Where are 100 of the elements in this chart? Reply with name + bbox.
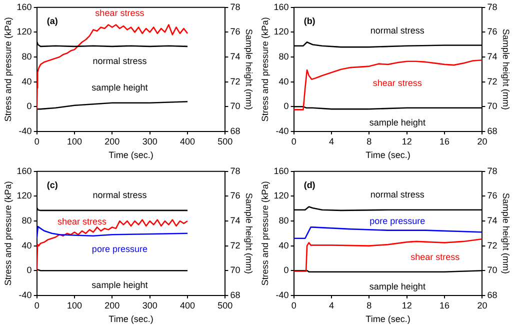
y2-tick-label: 70 bbox=[487, 101, 498, 112]
y2-tick-label: 72 bbox=[230, 240, 240, 250]
x-tick-label: 20 bbox=[477, 300, 488, 310]
x-tick-label: 8 bbox=[366, 300, 372, 310]
series-label: shear stress bbox=[95, 8, 145, 18]
y-tick-label: 120 bbox=[274, 26, 289, 37]
x-axis-title: Time (sec.) bbox=[366, 150, 410, 160]
y-tick-label: 160 bbox=[274, 166, 289, 176]
series-label: shear stress bbox=[58, 216, 108, 226]
x-tick-label: 16 bbox=[440, 136, 450, 146]
y2-axis-title: Sample height (mm) bbox=[501, 28, 512, 110]
y2-tick-label: 68 bbox=[230, 290, 240, 300]
y2-tick-label: 72 bbox=[487, 76, 498, 86]
y-tick-label: 160 bbox=[16, 166, 32, 176]
x-tick-label: 12 bbox=[402, 136, 412, 146]
y-tick-label: 0 bbox=[26, 101, 32, 112]
x-tick-label: 4 bbox=[328, 300, 334, 310]
y-tick-label: 80 bbox=[22, 215, 32, 226]
y-tick-label: 80 bbox=[22, 51, 32, 62]
x-tick-label: 200 bbox=[104, 136, 120, 146]
y2-tick-label: 78 bbox=[487, 2, 498, 12]
x-tick-label: 500 bbox=[218, 300, 233, 310]
y2-tick-label: 68 bbox=[487, 126, 498, 136]
y-tick-label: -40 bbox=[18, 126, 32, 136]
y-tick-label: 0 bbox=[284, 265, 289, 276]
x-axis-title: Time (sec.) bbox=[366, 314, 410, 324]
y-axis-title: Stress and pressure (kPa) bbox=[260, 17, 270, 122]
y-tick-label: 160 bbox=[16, 2, 32, 12]
series-label: pore pressure bbox=[92, 244, 148, 254]
series-label: normal stress bbox=[370, 25, 425, 36]
y2-tick-label: 74 bbox=[230, 51, 240, 62]
y-tick-label: 80 bbox=[278, 51, 289, 62]
x-tick-label: 400 bbox=[180, 136, 196, 146]
y-tick-label: -40 bbox=[276, 126, 289, 136]
y2-axis-title: Sample height (mm) bbox=[244, 192, 254, 274]
y2-tick-label: 76 bbox=[230, 26, 240, 37]
y-tick-label: 120 bbox=[16, 26, 32, 37]
y-tick-label: 80 bbox=[278, 215, 289, 226]
y2-tick-label: 68 bbox=[230, 126, 240, 136]
series-label: sample height bbox=[92, 82, 148, 92]
text: (c) bbox=[46, 180, 58, 190]
y-tick-label: 120 bbox=[274, 190, 289, 201]
y-axis-title: Stress and pressure (kPa) bbox=[2, 17, 13, 122]
y2-tick-label: 76 bbox=[487, 190, 498, 201]
y2-axis-title: Sample height (mm) bbox=[501, 192, 512, 274]
series-label: shear stress bbox=[372, 78, 422, 88]
y-tick-label: -40 bbox=[276, 290, 289, 300]
y2-tick-label: 78 bbox=[230, 2, 240, 12]
x-tick-label: 100 bbox=[66, 136, 82, 146]
y2-tick-label: 72 bbox=[487, 240, 498, 250]
x-tick-label: 0 bbox=[291, 300, 296, 310]
y-tick-label: 40 bbox=[278, 240, 289, 250]
y-tick-label: 40 bbox=[278, 76, 289, 86]
series-label: pore pressure bbox=[370, 216, 426, 226]
y2-tick-label: 74 bbox=[487, 51, 498, 62]
x-tick-label: 0 bbox=[34, 136, 40, 146]
y2-tick-label: 70 bbox=[487, 265, 498, 276]
x-tick-label: 0 bbox=[291, 136, 296, 146]
x-axis-title: Time (sec.) bbox=[108, 150, 154, 160]
series-label: sample height bbox=[369, 117, 426, 128]
x-tick-label: 300 bbox=[142, 300, 158, 310]
y2-tick-label: 70 bbox=[230, 101, 240, 112]
y2-tick-label: 78 bbox=[230, 166, 240, 176]
x-tick-label: 100 bbox=[66, 300, 82, 310]
series-label: normal stress bbox=[92, 56, 148, 66]
y-tick-label: -40 bbox=[18, 290, 32, 300]
y-tick-label: 0 bbox=[26, 265, 32, 276]
text: (d) bbox=[304, 180, 316, 190]
text: (b) bbox=[304, 16, 316, 26]
y-tick-label: 160 bbox=[274, 2, 289, 12]
y-tick-label: 0 bbox=[284, 101, 289, 112]
y2-tick-label: 72 bbox=[230, 76, 240, 86]
series-label: normal stress bbox=[370, 189, 425, 200]
y2-axis-title: Sample height (mm) bbox=[244, 28, 254, 110]
x-tick-label: 0 bbox=[34, 300, 40, 310]
x-tick-label: 20 bbox=[477, 136, 488, 146]
y-axis-title: Stress and pressure (kPa) bbox=[260, 181, 270, 286]
series-label: sample height bbox=[369, 281, 426, 292]
y2-tick-label: 74 bbox=[230, 215, 240, 226]
y2-tick-label: 74 bbox=[487, 215, 498, 226]
x-tick-label: 4 bbox=[328, 136, 334, 146]
y2-tick-label: 70 bbox=[230, 265, 240, 276]
x-tick-label: 300 bbox=[142, 136, 158, 146]
y-axis-title: Stress and pressure (kPa) bbox=[2, 181, 13, 286]
series-label: shear stress bbox=[410, 252, 460, 262]
y2-tick-label: 76 bbox=[487, 26, 498, 37]
series-label: sample height bbox=[92, 280, 148, 290]
y2-tick-label: 78 bbox=[487, 166, 498, 176]
y-tick-label: 40 bbox=[22, 76, 32, 86]
y-tick-label: 40 bbox=[22, 240, 32, 250]
text: (a) bbox=[46, 16, 58, 26]
x-tick-label: 500 bbox=[218, 136, 233, 146]
x-tick-label: 200 bbox=[104, 300, 120, 310]
series-label: normal stress bbox=[92, 190, 148, 200]
x-tick-label: 12 bbox=[402, 300, 412, 310]
x-axis-title: Time (sec.) bbox=[108, 314, 154, 324]
x-tick-label: 16 bbox=[440, 300, 450, 310]
x-tick-label: 400 bbox=[180, 300, 196, 310]
y-tick-label: 120 bbox=[16, 190, 32, 201]
y2-tick-label: 76 bbox=[230, 190, 240, 201]
